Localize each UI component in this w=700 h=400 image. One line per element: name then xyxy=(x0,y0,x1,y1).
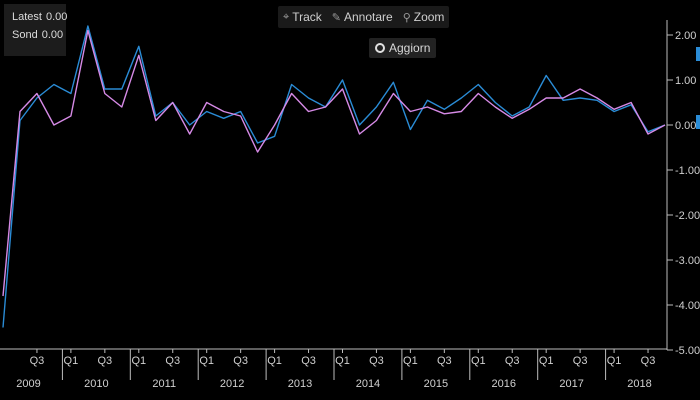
quarter-label: Q3 xyxy=(573,355,588,367)
quarter-label: Q3 xyxy=(98,355,113,367)
crosshair-icon: ⌖ xyxy=(283,10,290,23)
legend: Latest 0.00 Sond 0.00 xyxy=(4,4,67,56)
y-axis: 2.00 1.00 0.00 -1.00 -2.00 -3.00 -4.00 -5.00 xyxy=(666,20,700,357)
annotate-label: Annotare xyxy=(343,10,393,24)
legend-item-latest[interactable]: Latest 0.00 xyxy=(8,8,67,26)
year-label: 2018 xyxy=(627,378,651,390)
quarter-label: Q3 xyxy=(437,355,452,367)
year-label: 2014 xyxy=(356,378,380,390)
legend-item-sond[interactable]: Sond 0.00 xyxy=(8,26,64,44)
latest-series-line xyxy=(2,25,666,328)
legend-sond-value: 0.00 xyxy=(41,29,64,41)
y-tick-label: 0.00 xyxy=(675,120,696,132)
quarter-label: Q1 xyxy=(607,355,622,367)
quarter-label: Q3 xyxy=(369,355,384,367)
sond-series-line xyxy=(2,29,666,297)
annotate-button[interactable]: ✎ Annotare xyxy=(327,6,398,28)
legend-latest-value: 0.00 xyxy=(45,11,68,23)
quarter-label: Q1 xyxy=(335,355,350,367)
year-label: 2010 xyxy=(84,378,108,390)
y-tick-label: -4.00 xyxy=(675,300,700,312)
track-button[interactable]: ⌖ Track xyxy=(278,6,327,28)
y-tick-label: -2.00 xyxy=(675,210,700,222)
quarter-label: Q3 xyxy=(233,355,248,367)
latest-edge-marker xyxy=(696,47,700,61)
refresh-label: Aggiorn xyxy=(389,41,431,55)
quarter-label: Q1 xyxy=(471,355,486,367)
quarter-label: Q3 xyxy=(505,355,520,367)
y-tick-label: -5.00 xyxy=(675,345,700,357)
track-label: Track xyxy=(292,10,322,24)
year-label: 2017 xyxy=(559,378,583,390)
quarter-label: Q3 xyxy=(30,355,45,367)
y-tick-label: 1.00 xyxy=(675,75,696,87)
zoom-button[interactable]: ⚲ Zoom xyxy=(398,6,450,28)
year-label: 2012 xyxy=(220,378,244,390)
zoom-label: Zoom xyxy=(413,10,445,24)
legend-latest-name: Latest xyxy=(12,11,42,23)
quarter-label: Q1 xyxy=(199,355,214,367)
quarter-label: Q3 xyxy=(641,355,656,367)
legend-sond-name: Sond xyxy=(12,29,38,41)
magnifier-icon: ⚲ xyxy=(402,11,411,24)
quarter-label: Q1 xyxy=(131,355,146,367)
series-lines xyxy=(2,25,666,328)
year-label: 2015 xyxy=(424,378,448,390)
quarter-label: Q3 xyxy=(165,355,180,367)
year-label: 2016 xyxy=(492,378,516,390)
quarter-label: Q1 xyxy=(403,355,418,367)
y-tick-label: -3.00 xyxy=(675,255,700,267)
refresh-icon xyxy=(375,43,385,53)
quarter-label: Q1 xyxy=(64,355,79,367)
chart-toolbar: ⌖ Track ✎ Annotare ⚲ Zoom xyxy=(278,6,450,28)
quarter-label: Q1 xyxy=(539,355,554,367)
pencil-icon: ✎ xyxy=(331,11,341,24)
year-label: 2011 xyxy=(152,378,176,390)
quarter-label: Q3 xyxy=(301,355,316,367)
y-tick-label: -1.00 xyxy=(675,165,700,177)
y-tick-label: 2.00 xyxy=(675,30,696,42)
sond-edge-marker xyxy=(696,115,700,129)
refresh-button[interactable]: Aggiorn xyxy=(369,38,437,58)
year-label: 2009 xyxy=(16,378,40,390)
year-label: 2013 xyxy=(288,378,312,390)
x-axis: Q3 2009 Q1 Q3 2010 Q1 Q3 2011 Q1 Q3 2012 Q1 Q3 2013 Q1… xyxy=(0,348,667,390)
quarter-label: Q1 xyxy=(267,355,282,367)
